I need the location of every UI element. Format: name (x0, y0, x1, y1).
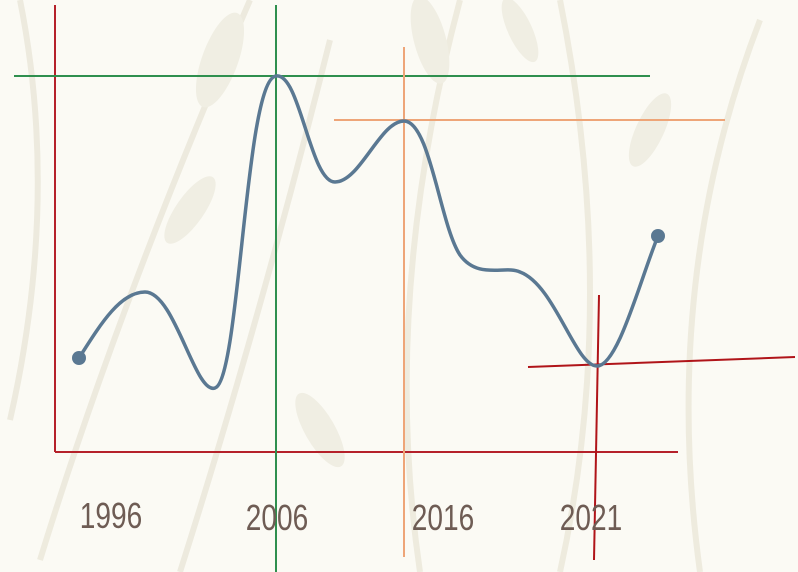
year-label: 2006 (246, 498, 308, 538)
year-label: 2021 (560, 498, 622, 538)
curve-end-dot (651, 229, 665, 243)
background-leaves (10, 0, 760, 572)
timeline-graphic: 1996 2006 2016 2021 (0, 0, 798, 572)
year-label: 2016 (412, 498, 474, 538)
year-label: 1996 (80, 496, 142, 536)
curve-start-dot (72, 351, 86, 365)
year-labels: 1996 2006 2016 2021 (80, 496, 622, 538)
crosshair-2006 (14, 5, 650, 572)
